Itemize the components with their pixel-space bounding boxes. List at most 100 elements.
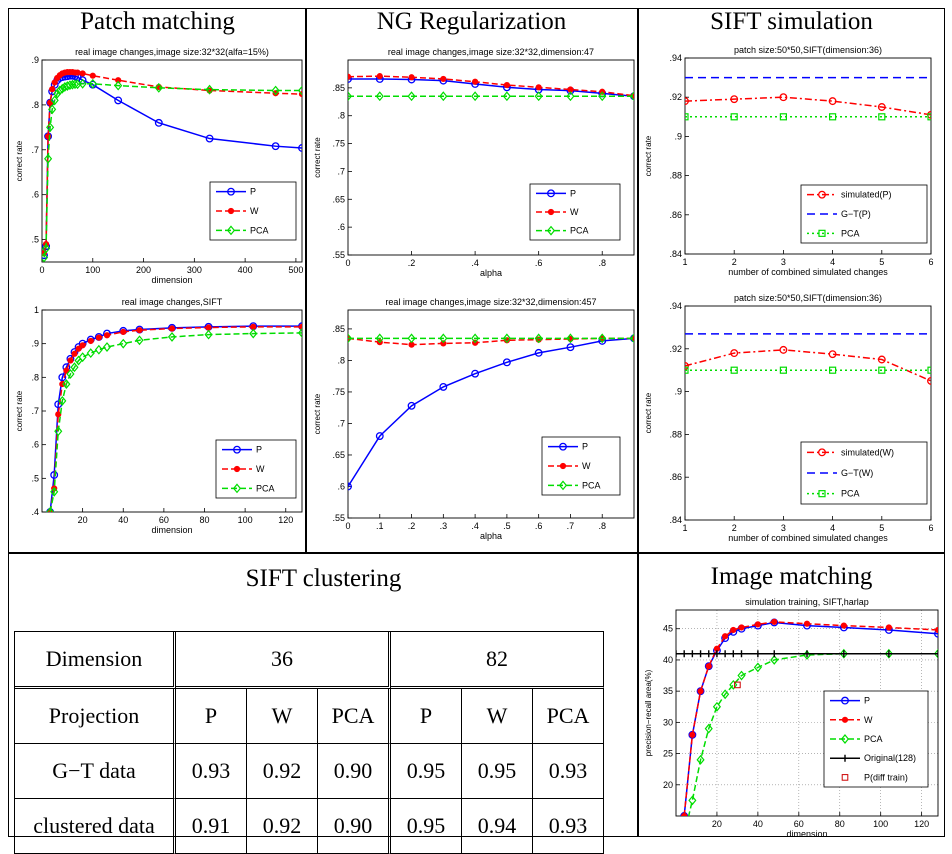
series-line (348, 75, 634, 97)
y-tick-label: 1 (34, 305, 39, 315)
data-point (271, 85, 280, 96)
table-cell: 0.92 (247, 799, 318, 854)
legend-marker (232, 483, 242, 494)
plot-area (347, 309, 635, 519)
y-tick-label: .7 (337, 418, 345, 428)
series-line (49, 332, 302, 512)
data-point (685, 366, 689, 374)
data-point (46, 507, 55, 512)
proj-cell: PCA (533, 689, 604, 744)
data-point (502, 91, 511, 102)
chart-patch-matching-sift: real image changes,SIFT 20 40 60 80 100 120 .4.… (15, 297, 303, 535)
data-point (705, 650, 713, 658)
legend-marker (547, 189, 555, 198)
proj-cell: W (462, 689, 533, 744)
y-tick-label: .6 (337, 222, 345, 232)
legend-label: PCA (582, 480, 601, 490)
data-point (598, 91, 607, 102)
data-point (168, 325, 176, 332)
table-cell: 0.95 (391, 799, 462, 854)
y-axis-label: correct rate (313, 137, 322, 178)
data-point (927, 366, 931, 374)
data-point (407, 91, 416, 102)
data-point (688, 650, 696, 658)
x-tick-label: 0 (345, 258, 350, 268)
y-tick-label: .86 (669, 210, 682, 220)
x-tick-label: .6 (535, 521, 543, 531)
data-point (74, 69, 81, 76)
data-point (376, 73, 383, 80)
x-tick-label: 1 (682, 523, 687, 533)
data-point (534, 333, 543, 344)
y-axis-label: correct rate (15, 390, 24, 431)
data-point (375, 91, 384, 102)
y-tick-label: .88 (669, 171, 682, 181)
chart-title: patch size:50*50,SIFT(dimension:36) (734, 45, 882, 55)
data-point (934, 626, 938, 634)
y-tick-label: 20 (663, 780, 673, 790)
row-label-projection: Projection (15, 689, 176, 744)
legend-marker (233, 465, 241, 473)
chart-patch-matching-dimension: real image changes,image size:32*32(alfa… (15, 47, 303, 285)
data-point (828, 350, 837, 359)
data-point (42, 252, 49, 262)
y-tick-label: .6 (337, 481, 345, 491)
data-point (50, 486, 59, 497)
data-point (42, 243, 51, 254)
legend-marker (840, 734, 850, 744)
legend-label: P (864, 696, 870, 706)
divider-v1 (305, 8, 307, 553)
x-axis-label: alpha (480, 531, 502, 541)
x-tick-label: .6 (535, 258, 543, 268)
data-point (471, 333, 480, 344)
divider-h (8, 552, 945, 554)
series-Original(128) (676, 650, 938, 658)
legend-marker (227, 207, 235, 215)
plot-area (41, 59, 303, 263)
x-tick-label: 6 (928, 523, 933, 533)
legend-marker (558, 480, 568, 491)
legend-label: W (864, 715, 873, 725)
y-tick-label: .75 (332, 387, 345, 397)
data-point (680, 650, 688, 658)
divider-v2 (637, 8, 639, 837)
data-point (205, 84, 214, 95)
data-point (927, 113, 931, 121)
y-tick-label: 35 (663, 686, 673, 696)
x-tick-label: .8 (598, 258, 606, 268)
table-cell: 0.93 (533, 799, 604, 854)
y-axis-label: correct rate (644, 135, 653, 176)
data-point (114, 96, 123, 105)
series-PCA (348, 333, 634, 344)
y-tick-label: .92 (669, 344, 682, 354)
x-tick-label: 5 (879, 523, 884, 533)
section-title-patch: Patch matching (80, 8, 235, 35)
data-point (119, 338, 128, 349)
data-point (298, 144, 302, 152)
data-point (697, 650, 705, 658)
table-row-projection: Projection P W PCA P W PCA (15, 689, 604, 744)
data-point (167, 331, 177, 342)
x-tick-label: 100 (238, 515, 253, 525)
dimension-36: 36 (176, 632, 391, 689)
y-tick-label: .9 (674, 387, 682, 397)
data-point (598, 333, 607, 344)
table-row-dimension: Dimension 36 82 (15, 632, 604, 689)
section-title-img-match: Image matching (710, 563, 873, 590)
data-point (934, 629, 938, 638)
data-point (839, 648, 848, 659)
data-point (681, 812, 688, 816)
data-point (439, 91, 448, 102)
data-point (94, 344, 103, 355)
chart-sift-simulation-p: patch size:50*50,SIFT(dimension:36) 1 2 3 4 5… (644, 45, 934, 277)
x-tick-label: .2 (408, 521, 416, 531)
row-label: G−T data (15, 744, 176, 799)
data-point (103, 332, 111, 339)
x-tick-label: .7 (567, 521, 575, 531)
data-point (44, 153, 53, 164)
data-point (348, 73, 352, 80)
proj-cell: P (391, 689, 462, 744)
data-point (738, 650, 745, 658)
y-tick-label: .94 (669, 301, 682, 311)
data-point (440, 75, 447, 83)
